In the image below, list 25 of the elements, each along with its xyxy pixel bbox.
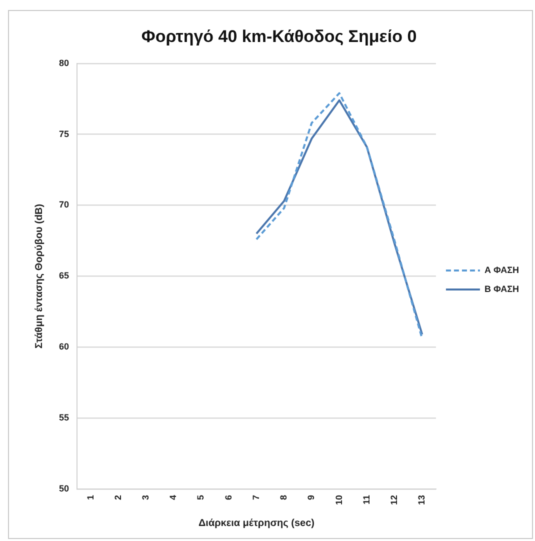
x-tick-label: 11 [361,494,372,505]
x-tick-label: 12 [389,494,400,506]
x-tick-label: 5 [196,494,206,500]
legend-label: Β ΦΑΣΗ [484,284,519,294]
y-tick-label: 70 [58,200,70,210]
x-tick-label: 3 [140,494,151,500]
x-tick-label: 1 [85,494,96,500]
x-tick-label: 10 [334,494,344,506]
y-tick-label: 75 [58,128,70,139]
x-tick-label: 13 [416,494,427,506]
x-tick-label: 2 [112,494,123,500]
y-tick-label: 60 [58,342,70,352]
y-tick-label: 55 [58,412,70,423]
x-tick-label: 7 [250,494,261,500]
y-tick-label: 65 [58,270,70,281]
chart-title: Φορτηγό 40 km-Κάθοδος Σημείο 0 [141,26,417,46]
x-axis-title: Διάρκεια μέτρησης (sec) [198,518,314,529]
x-tick-label: 9 [306,494,316,500]
x-tick-label: 8 [278,494,289,500]
x-tick-label: 6 [223,494,234,500]
x-tick-label: 4 [168,494,178,500]
y-axis-title: Στάθμη έντασης Θορύβου (dB) [34,204,45,348]
y-tick-label: 50 [58,483,70,494]
legend-label: Α ΦΑΣΗ [484,264,519,275]
y-tick-label: 80 [58,58,70,68]
